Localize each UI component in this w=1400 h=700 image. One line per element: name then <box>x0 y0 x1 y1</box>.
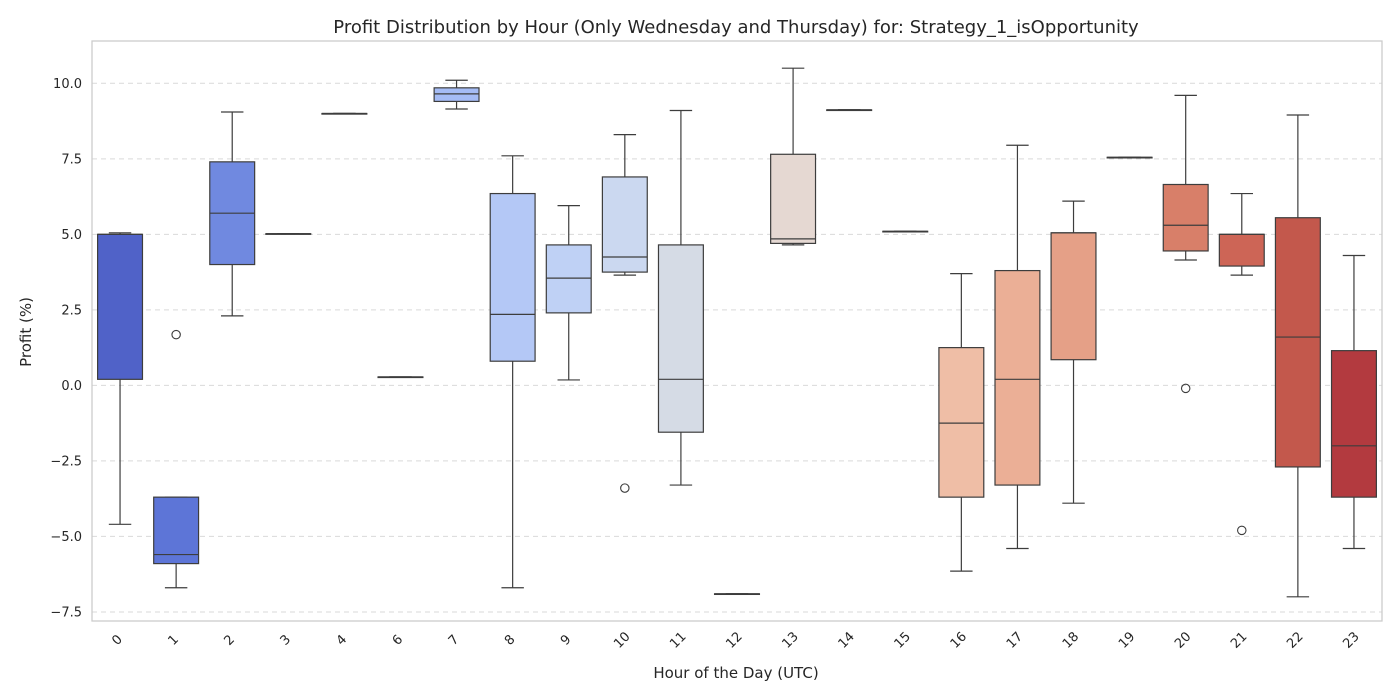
outlier-point <box>620 483 630 493</box>
box-hour-19 <box>1106 156 1153 159</box>
box-hour-1 <box>153 329 200 589</box>
box-hour-6 <box>377 376 424 379</box>
x-tick-label: 22 <box>1284 629 1306 651</box>
outlier-point <box>171 329 181 340</box>
box-hour-13 <box>770 67 817 246</box>
x-tick-label: 23 <box>1340 629 1362 651</box>
x-tick-label: 1 <box>165 632 181 648</box>
x-tick-label: 2 <box>222 632 238 648</box>
x-tick-label: 11 <box>667 629 689 651</box>
iqr-box <box>1162 183 1209 252</box>
box-hour-14 <box>826 109 873 112</box>
iqr-box <box>938 347 985 498</box>
y-tick-label: 10.0 <box>53 77 82 92</box>
box-hour-18 <box>1050 200 1097 504</box>
x-tick-label: 7 <box>446 632 462 648</box>
box-hour-7 <box>433 79 480 110</box>
x-tick-label: 14 <box>836 629 858 651</box>
y-tick-label: 0.0 <box>61 379 82 394</box>
box-hour-21 <box>1218 192 1265 536</box>
iqr-box <box>1050 232 1097 361</box>
x-tick-label: 6 <box>390 632 406 648</box>
iqr-box <box>1274 217 1321 468</box>
x-tick-label: 13 <box>779 629 801 651</box>
box-hour-9 <box>545 205 592 381</box>
x-tick-label: 21 <box>1228 629 1250 651</box>
x-axis-label: Hour of the Day (UTC) <box>653 664 818 682</box>
iqr-box <box>489 192 536 362</box>
y-tick-label: −5.0 <box>50 530 82 545</box>
box-hour-8 <box>489 155 536 589</box>
y-tick-label: 5.0 <box>61 228 82 243</box>
box-hour-10 <box>601 134 648 493</box>
x-tick-label: 8 <box>502 632 518 648</box>
iqr-box <box>994 269 1041 486</box>
chart-title: Profit Distribution by Hour (Only Wednes… <box>333 17 1139 38</box>
iqr-box <box>153 496 200 565</box>
x-tick-label: 10 <box>611 629 633 651</box>
x-tick-label: 17 <box>1004 629 1026 651</box>
plot-frame <box>91 40 1383 622</box>
box-hour-12 <box>713 593 761 596</box>
y-tick-label: −7.5 <box>50 605 82 620</box>
box-hour-3 <box>265 233 312 235</box>
y-tick-label: 2.5 <box>61 303 82 318</box>
x-tick-label: 20 <box>1172 629 1194 651</box>
y-tick-label: 7.5 <box>61 152 82 167</box>
x-tick-label: 18 <box>1060 629 1082 651</box>
iqr-box <box>657 244 704 433</box>
gridlines <box>92 82 1382 613</box>
iqr-box <box>770 153 817 244</box>
box-hour-23 <box>1330 254 1377 550</box>
x-tick-label: 12 <box>723 629 745 651</box>
x-tick-label: 15 <box>892 629 914 651</box>
x-tick-label: 16 <box>948 629 970 651</box>
box-hour-15 <box>882 230 929 233</box>
x-axis-ticks: 0 1 2 3 4 6 7 8 9 10 11 12 13 14 15 16 17 18 19 20 21 22 23 <box>109 629 1362 651</box>
iqr-box <box>433 87 480 103</box>
box-hour-20 <box>1162 94 1209 394</box>
outlier-point <box>1237 525 1247 536</box>
x-tick-label: 19 <box>1116 629 1138 651</box>
boxes <box>97 67 1377 598</box>
box-hour-4 <box>321 112 368 115</box>
x-tick-label: 4 <box>334 632 350 648</box>
x-tick-label: 9 <box>558 632 574 648</box>
y-axis-label: Profit (%) <box>17 297 35 367</box>
y-tick-label: −2.5 <box>50 454 82 469</box>
box-hour-0 <box>97 232 144 525</box>
outlier-point <box>1180 383 1191 394</box>
box-hour-17 <box>994 144 1041 550</box>
iqr-box <box>1218 233 1265 267</box>
iqr-box <box>97 233 144 380</box>
x-tick-label: 3 <box>278 632 294 648</box>
iqr-box <box>1330 350 1377 498</box>
y-axis-ticks: −7.5 −5.0 −2.5 0.0 2.5 5.0 7.5 10.0 <box>50 77 82 621</box>
iqr-box <box>601 176 648 273</box>
box-hour-22 <box>1274 114 1321 598</box>
x-tick-label: 0 <box>109 632 125 648</box>
box-hour-16 <box>938 273 985 572</box>
box-hour-2 <box>209 111 256 317</box>
box-hour-11 <box>657 109 704 486</box>
iqr-box <box>545 244 592 314</box>
